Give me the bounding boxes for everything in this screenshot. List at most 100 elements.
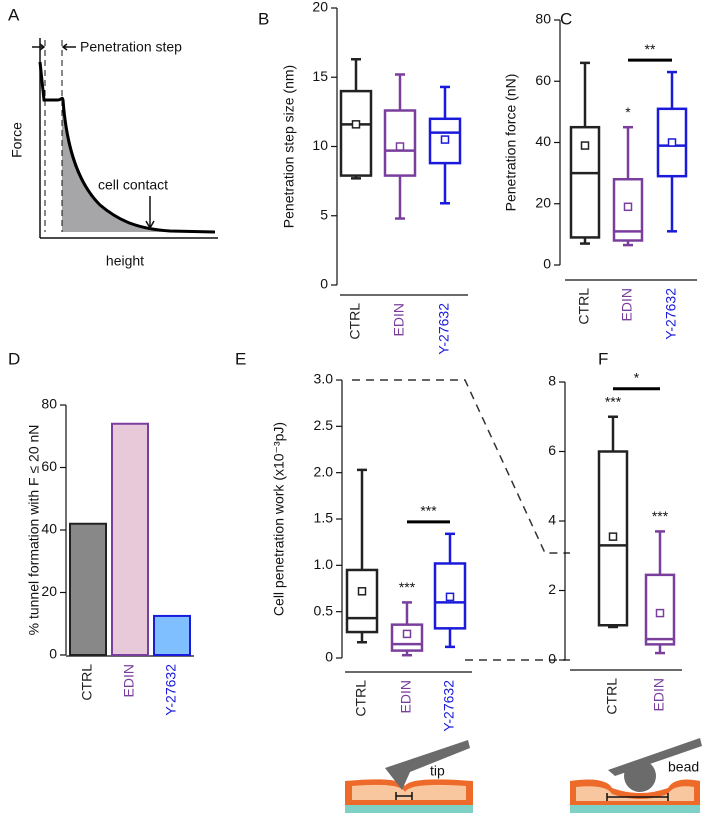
arrow — [32, 43, 46, 51]
y-tick-label: 80 — [535, 11, 551, 27]
x-tick-label: CTRL — [353, 680, 369, 717]
mean — [351, 120, 361, 129]
panel-label: C — [560, 9, 572, 28]
cell-inner — [352, 784, 466, 800]
mean — [623, 202, 633, 212]
significance: *** — [399, 579, 416, 595]
y-tick-label: 0.5 — [314, 602, 334, 618]
y-tick-label: 0 — [49, 646, 57, 662]
x-tick-label: CTRL — [604, 678, 620, 715]
force-curve — [38, 61, 216, 234]
y-tick-label: 20 — [41, 583, 57, 599]
y-tick-label: 2 — [548, 581, 556, 597]
substrate — [345, 805, 473, 813]
panel-label: E — [235, 349, 246, 368]
y-axis-label: Force — [9, 122, 25, 158]
bracket-label: * — [634, 369, 640, 385]
y-tick-label: 15 — [312, 68, 328, 84]
mean — [608, 532, 618, 541]
box — [428, 117, 462, 165]
schematic-a: A Penetration step cell contact height F… — [8, 5, 218, 269]
significance: *** — [652, 508, 669, 524]
x-tick-label: CTRL — [576, 288, 592, 325]
y-tick-label: 4 — [548, 512, 556, 528]
x-tick-label: Y-27632 — [436, 303, 452, 355]
y-tick-label: 0 — [543, 256, 551, 272]
panel-label: F — [598, 349, 608, 368]
bead-drawing: bead — [570, 738, 702, 813]
bar — [111, 422, 149, 656]
bar — [153, 614, 191, 656]
y-tick-label: 3.0 — [314, 371, 334, 387]
y-tick-label: 1.0 — [314, 556, 334, 572]
box — [383, 109, 417, 177]
box — [597, 450, 629, 627]
mean — [440, 135, 450, 144]
y-tick-label: 2.0 — [314, 463, 334, 479]
y-axis-label: Penetration step size (nm) — [281, 65, 297, 228]
y-tick-label: 40 — [535, 133, 551, 149]
y-tick-label: 8 — [548, 373, 556, 389]
mean — [395, 142, 405, 151]
y-tick-label: 1.5 — [314, 510, 334, 526]
mean — [580, 141, 590, 150]
connector — [352, 379, 570, 554]
cantilever — [608, 738, 702, 776]
bar — [69, 522, 107, 656]
y-tick-label: 60 — [41, 458, 57, 474]
x-tick-label: EDIN — [398, 680, 414, 713]
scale-bar — [606, 793, 669, 801]
x-tick-label: Y-27632 — [663, 288, 679, 340]
box — [339, 89, 373, 177]
y-tick-label: 6 — [548, 442, 556, 458]
box — [569, 125, 601, 239]
scale-bar — [395, 792, 413, 800]
y-tick-label: 2.5 — [314, 417, 334, 433]
x-axis-label: height — [106, 253, 144, 269]
mean — [667, 138, 677, 147]
x-tick-label: EDIN — [651, 678, 667, 711]
x-tick-label: EDIN — [121, 664, 137, 697]
x-tick-label: EDIN — [619, 288, 635, 321]
significance: * — [625, 104, 631, 120]
annotation: cell contact — [98, 177, 168, 193]
annotation: bead — [668, 759, 699, 775]
work-area — [62, 100, 215, 232]
panel-label: A — [8, 5, 20, 24]
mean — [445, 592, 455, 602]
y-tick-label: 20 — [312, 0, 328, 15]
bracket-label: ** — [645, 41, 656, 57]
y-tick-label: 80 — [41, 396, 57, 412]
y-tick-label: 0 — [325, 649, 333, 665]
panel-label: B — [258, 9, 269, 28]
y-tick-label: 40 — [41, 521, 57, 537]
panel-label: D — [8, 349, 20, 368]
box — [433, 562, 467, 630]
mean — [402, 629, 412, 639]
x-tick-label: CTRL — [79, 664, 95, 701]
annotation: tip — [430, 763, 445, 779]
arrow — [61, 43, 76, 51]
x-tick-label: Y-27632 — [163, 664, 179, 716]
x-tick-label: Y-27632 — [441, 680, 457, 732]
y-axis-label: % tunnel formation with F ≤ 20 nN — [26, 425, 42, 636]
y-tick-label: 10 — [312, 137, 328, 153]
box — [644, 573, 676, 646]
y-tick-label: 0 — [548, 651, 556, 667]
annotation: Penetration step — [80, 39, 182, 55]
y-tick-label: 5 — [320, 206, 328, 222]
mean — [357, 587, 367, 596]
arrow — [145, 196, 155, 230]
box — [345, 568, 379, 634]
x-tick-label: CTRL — [347, 303, 363, 340]
x-tick-label: EDIN — [391, 303, 407, 336]
box — [656, 107, 688, 178]
y-tick-label: 60 — [535, 72, 551, 88]
y-axis-label: Cell penetration work (x10⁻³pJ) — [271, 422, 287, 616]
tip — [385, 740, 470, 790]
box — [390, 623, 424, 652]
y-axis-label: Penetration force (nN) — [503, 74, 519, 212]
bracket-label: *** — [420, 503, 437, 519]
substrate — [570, 805, 700, 813]
